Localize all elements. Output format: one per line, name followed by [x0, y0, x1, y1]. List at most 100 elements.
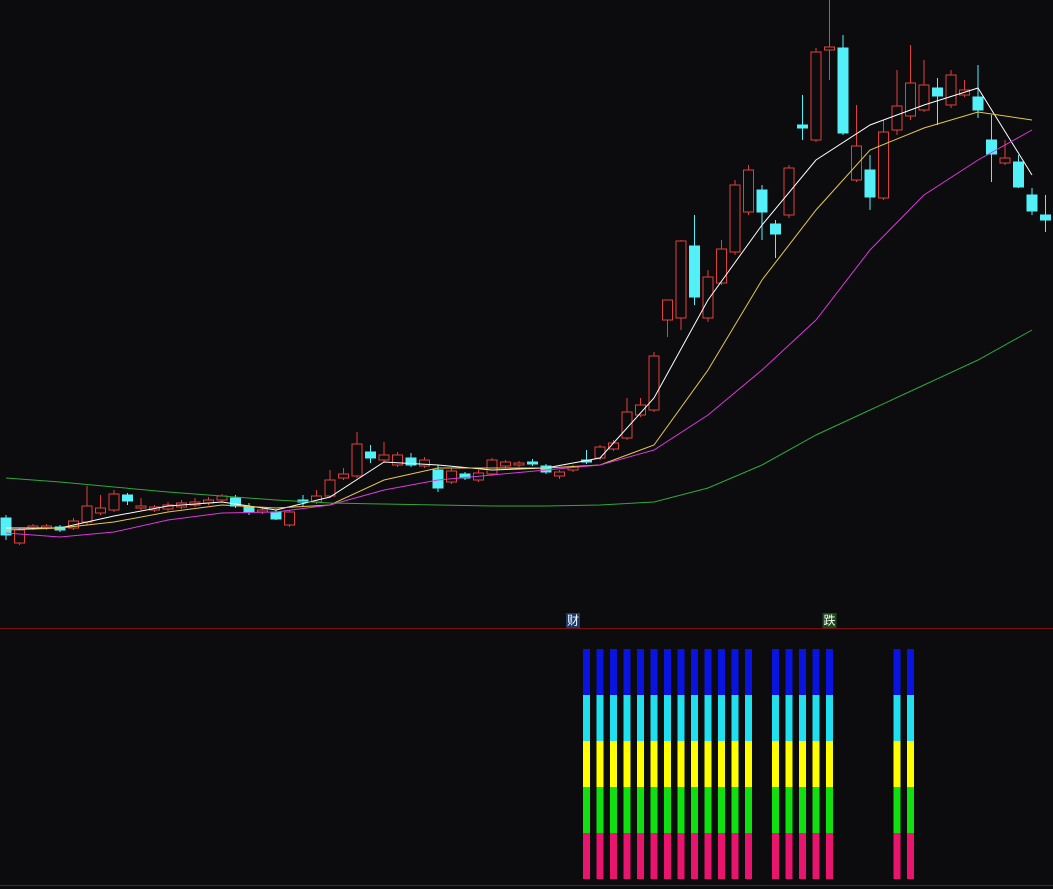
- indicator-segment: [623, 787, 631, 833]
- candle-body: [770, 223, 781, 235]
- candle-body: [878, 131, 889, 199]
- candle-body: [824, 46, 835, 51]
- candle-body: [594, 446, 606, 459]
- candle-body: [122, 494, 133, 502]
- candle-body: [621, 411, 633, 439]
- indicator-segment: [812, 695, 820, 741]
- indicator-segment: [731, 787, 739, 833]
- indicator-segment: [596, 787, 604, 833]
- indicator-segment: [745, 649, 752, 695]
- candle-body: [729, 184, 741, 253]
- indicator-segment: [718, 833, 725, 879]
- candle-body: [392, 454, 403, 466]
- indicator-segment: [731, 833, 739, 879]
- indicator-segment: [907, 649, 914, 695]
- candle-body: [635, 404, 646, 416]
- indicator-segment: [623, 695, 631, 741]
- moving-average: [5, 111, 1033, 531]
- candle-body: [756, 189, 768, 213]
- indicator-segment: [826, 741, 833, 787]
- annotation-box: [822, 613, 837, 628]
- candle-body: [432, 469, 444, 489]
- candle-body: [932, 87, 943, 97]
- indicator-segment: [826, 695, 833, 741]
- indicator-segment: [826, 833, 833, 879]
- candle-body: [864, 169, 876, 198]
- indicator-segment: [637, 695, 644, 741]
- indicator-segment: [826, 649, 833, 695]
- moving-average: [5, 329, 1033, 507]
- candle-body: [378, 454, 390, 461]
- candle-body: [1040, 214, 1051, 221]
- candle-body: [797, 124, 808, 129]
- indicator-segment: [718, 741, 725, 787]
- indicator-segment: [785, 741, 793, 787]
- candle-body: [743, 169, 754, 213]
- candle-body: [527, 461, 538, 465]
- moving-average: [5, 129, 1033, 538]
- indicator-segment: [610, 741, 617, 787]
- indicator-segment: [772, 695, 779, 741]
- annotation: 跌: [823, 613, 835, 628]
- indicator-segment: [596, 649, 604, 695]
- indicator-segment: [826, 787, 833, 833]
- indicator-segment: [610, 833, 617, 879]
- indicator-segment: [704, 741, 712, 787]
- indicator-segment: [664, 787, 671, 833]
- candle-body: [905, 82, 916, 117]
- candle-body: [324, 479, 336, 497]
- indicator-segment: [772, 741, 779, 787]
- indicator-segment: [893, 649, 901, 695]
- candle-body: [986, 139, 997, 155]
- indicator-segment: [718, 649, 725, 695]
- candle-body: [365, 451, 376, 459]
- indicator-segment: [907, 787, 914, 833]
- candle-body: [95, 507, 106, 514]
- indicator-segment: [745, 695, 752, 741]
- candle-body: [108, 493, 120, 511]
- indicator-segment: [650, 741, 658, 787]
- candle-body: [243, 506, 255, 513]
- candle-body: [608, 442, 619, 450]
- indicator-segment: [799, 787, 806, 833]
- candle-body: [14, 529, 25, 544]
- candle-body: [513, 462, 525, 466]
- indicator-segment: [583, 787, 590, 833]
- indicator-segment: [610, 787, 617, 833]
- indicator-segment: [664, 741, 671, 787]
- indicator-segment: [799, 741, 806, 787]
- indicator-segment: [704, 787, 712, 833]
- candle-body: [540, 465, 552, 473]
- candle-body: [351, 443, 363, 477]
- indicator-segment: [893, 833, 901, 879]
- indicator-segment: [650, 833, 658, 879]
- indicator-segment: [785, 695, 793, 741]
- indicator-segment: [812, 741, 820, 787]
- indicator-segment: [799, 649, 806, 695]
- indicator-segment: [893, 787, 901, 833]
- indicator-segment: [610, 649, 617, 695]
- indicator-segment: [799, 833, 806, 879]
- indicator-segment: [583, 695, 590, 741]
- indicator-segment: [596, 695, 604, 741]
- indicator-segment: [812, 787, 820, 833]
- indicator-segment: [785, 833, 793, 879]
- indicator-segment: [772, 649, 779, 695]
- candle-body: [486, 459, 498, 475]
- indicator-segment: [664, 833, 671, 879]
- indicator-segment: [745, 787, 752, 833]
- candle-body: [891, 105, 903, 131]
- indicator-segment: [691, 695, 698, 741]
- indicator-segment: [596, 833, 604, 879]
- indicator-segment: [893, 695, 901, 741]
- indicator-segment: [785, 787, 793, 833]
- indicator-segment: [650, 695, 658, 741]
- indicator-segment: [812, 649, 820, 695]
- candle-body: [837, 47, 849, 134]
- indicator-segment: [677, 695, 685, 741]
- indicator-segment: [664, 695, 671, 741]
- annotation-box: [566, 613, 580, 628]
- candle-body: [81, 505, 93, 523]
- indicator-segment: [637, 787, 644, 833]
- indicator-segment: [650, 649, 658, 695]
